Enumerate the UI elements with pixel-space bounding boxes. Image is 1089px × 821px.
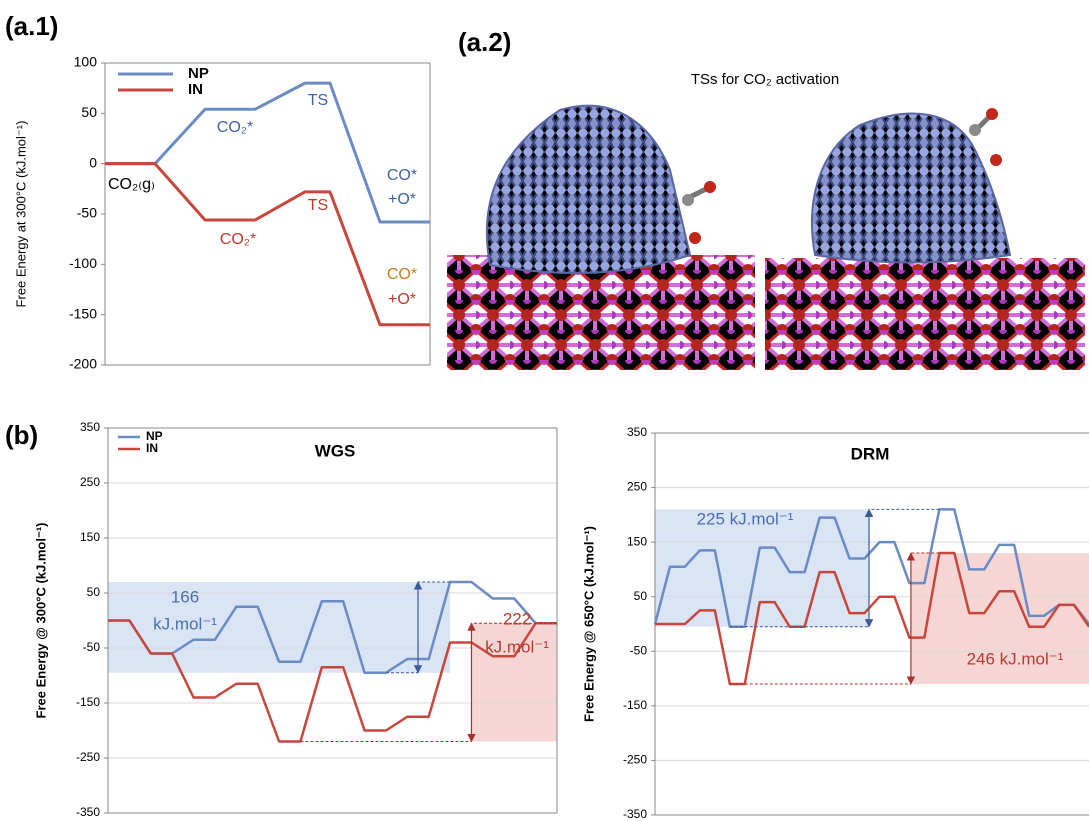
y-tick-label: 150 (80, 530, 100, 544)
annotation: CO* (387, 167, 417, 184)
legend-label: IN (146, 441, 158, 455)
y-tick-label: -350 (76, 805, 100, 819)
figure: (a.1) (a.2) (b) TSs for CO₂ activation -… (0, 0, 1089, 821)
y-axis-label: Free Energy at 300°C (kJ.mol⁻¹) (13, 121, 28, 308)
y-tick-label: -100 (69, 255, 97, 271)
chart: -350 -250 -150 -50 50 150 250 350 Free Energy @ … (33, 420, 557, 819)
y-tick-label: -250 (623, 753, 647, 767)
oxygen-atom (689, 232, 701, 244)
y-tick-label: -350 (623, 807, 647, 821)
carbon-atom (969, 124, 981, 136)
y-tick-label: -150 (69, 305, 97, 321)
oxygen-atom (704, 181, 716, 193)
legend-label: IN (188, 81, 203, 98)
y-tick-label: 50 (634, 589, 648, 603)
chart: -200 -150 -100 -50 0 50 100 Free Energy at 300°… (13, 54, 430, 372)
panel-label: (a.2) (458, 27, 511, 57)
carbon-atom (682, 194, 694, 206)
oxide-slab (765, 258, 1085, 370)
annotation: +O* (388, 291, 416, 308)
legend-label: NP (188, 65, 209, 82)
y-tick-label: -150 (76, 695, 100, 709)
annotation: CO₂* (220, 231, 256, 248)
y-tick-label: 150 (627, 534, 647, 548)
nanoparticle (487, 106, 690, 273)
annotation: 225 kJ.mol⁻¹ (697, 509, 794, 528)
y-tick-label: 0 (89, 154, 97, 170)
y-axis-label: Free Energy @ 300°C (kJ.mol⁻¹) (33, 523, 48, 719)
structure-right (765, 108, 1085, 370)
structure-left (447, 106, 755, 370)
annotation: 166 (171, 587, 199, 606)
annotation: CO₂* (217, 119, 253, 136)
chart: -350 -250 -150 -50 50 150 250 350 Free Energy @ … (581, 425, 1089, 821)
nanoparticle (812, 114, 1010, 263)
panel-label: (a.1) (5, 11, 58, 41)
y-tick-label: -200 (69, 356, 97, 372)
y-tick-label: -50 (83, 640, 101, 654)
oxygen-atom (990, 154, 1002, 166)
y-tick-label: 250 (627, 480, 647, 494)
y-axis-label: Free Energy @ 650°C (kJ.mol⁻¹) (581, 526, 596, 722)
annotation: CO₂₍g₎ (108, 176, 155, 193)
annotation: 222 (503, 609, 531, 628)
annotation: +O* (388, 191, 416, 208)
annotation: 246 kJ.mol⁻¹ (967, 649, 1064, 668)
y-tick-label: -50 (77, 205, 97, 221)
chart-title: DRM (851, 444, 890, 463)
y-tick-label: 250 (80, 475, 100, 489)
annotation: TS (308, 92, 328, 109)
y-tick-label: 50 (81, 104, 97, 120)
y-tick-label: 350 (80, 420, 100, 434)
annotation: TS (308, 197, 328, 214)
annotation: kJ.mol⁻¹ (153, 614, 217, 633)
y-tick-label: 350 (627, 425, 647, 439)
annotation: CO* (387, 266, 417, 283)
y-tick-label: 100 (74, 54, 98, 70)
series-line (105, 83, 430, 222)
oxygen-atom (986, 108, 998, 120)
chart-title: WGS (315, 441, 356, 460)
image-caption: TSs for CO₂ activation (691, 71, 839, 88)
y-tick-label: -50 (630, 643, 648, 657)
annotation: kJ.mol⁻¹ (485, 637, 549, 656)
y-tick-label: -250 (76, 750, 100, 764)
y-tick-label: 50 (87, 585, 101, 599)
y-tick-label: -150 (623, 698, 647, 712)
panel-label: (b) (5, 420, 38, 450)
